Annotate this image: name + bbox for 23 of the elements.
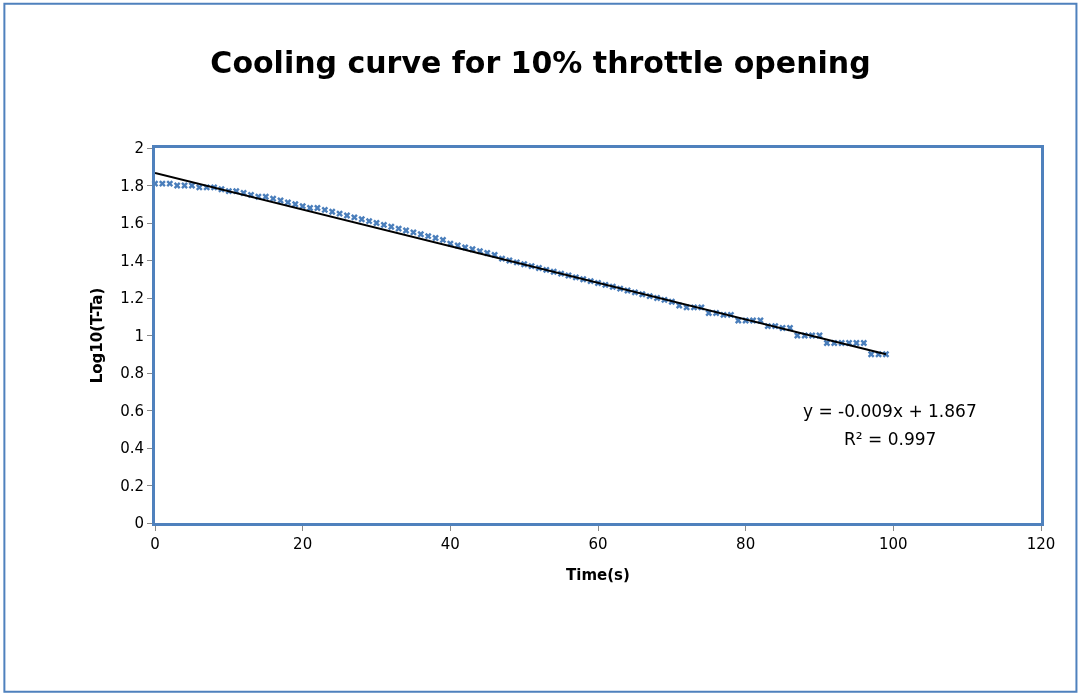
x-tick-label: 20 bbox=[293, 535, 313, 553]
annotation: y = -0.009x + 1.867 bbox=[803, 401, 977, 421]
y-tick-label: 0.8 bbox=[120, 364, 144, 383]
x-axis-title: Time(s) bbox=[566, 566, 630, 584]
x-tick-label: 100 bbox=[879, 535, 908, 553]
y-tick-label: 1.6 bbox=[120, 214, 144, 233]
y-tick-label: 1 bbox=[134, 326, 144, 345]
y-tick-label: 1.4 bbox=[120, 251, 144, 270]
y-tick-label: 2 bbox=[134, 139, 144, 158]
y-tick-label: 1.8 bbox=[120, 176, 144, 195]
chart-title: Cooling curve for 10% throttle opening bbox=[210, 45, 871, 81]
y-tick-label: 0.6 bbox=[120, 401, 144, 420]
y-tick-label: 0.2 bbox=[120, 476, 144, 495]
annotation: R² = 0.997 bbox=[844, 429, 937, 449]
x-tick-label: 0 bbox=[150, 535, 160, 553]
x-tick-label: 60 bbox=[588, 535, 608, 553]
y-tick-label: 1.2 bbox=[120, 289, 144, 308]
x-tick-label: 40 bbox=[440, 535, 460, 553]
x-tick-label: 120 bbox=[1026, 535, 1056, 553]
x-tick-label: 80 bbox=[736, 535, 756, 553]
y-axis-title: Log10(T-Ta) bbox=[88, 287, 107, 384]
y-tick-label: 0.4 bbox=[120, 439, 144, 458]
y-tick-label: 0 bbox=[134, 514, 144, 533]
